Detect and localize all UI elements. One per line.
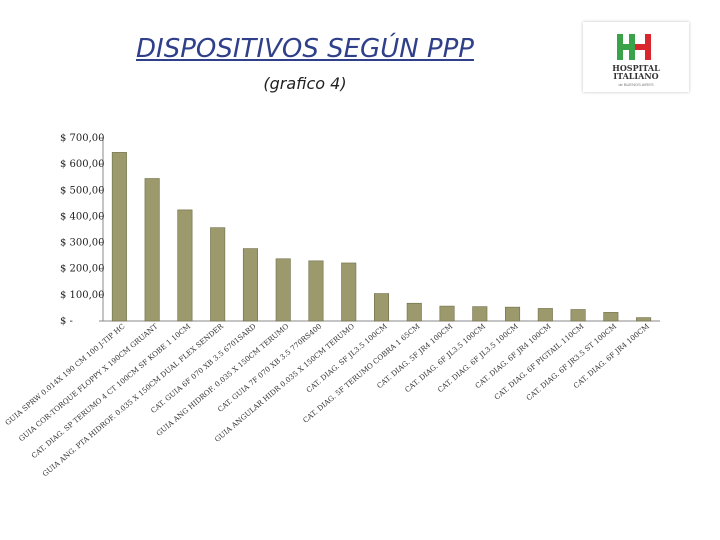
y-tick-label: $ 500,00 [60,185,105,196]
x-tick-label: CAT. DIAG. SP TERUMO 4 CT 100CM SF KOBE … [30,322,193,461]
bar [242,248,258,322]
y-tick-label: $ 700,00 [60,133,105,144]
bar [472,306,488,322]
logo-line-1: HOSPITAL [612,63,660,73]
bar [537,308,553,322]
y-tick-label: $ 300,00 [60,238,105,249]
chart-subtitle: (grafico 4) [263,74,347,93]
x-tick-label: CAT. DIAG. 5F TERUMO COBRA 1 65CM [301,322,422,425]
bar [636,317,652,322]
bar [275,258,291,322]
hospital-logo-mark [617,34,653,60]
logo-line-3: de BUENOS AIRES [618,82,654,87]
bar [439,305,455,322]
bar [177,209,193,322]
bar [144,178,160,322]
page-title: DISPOSITIVOS SEGÚN PPP [136,34,474,64]
bar [308,260,324,322]
y-tick-label: $ 400,00 [60,211,105,222]
y-tick-label: $ 600,00 [60,159,105,170]
bar [406,302,422,322]
bar [505,306,521,322]
logo-line-2: ITALIANO [613,71,659,81]
y-tick-label: $ 100,00 [60,290,105,301]
hospital-logo: HOSPITAL ITALIANO de BUENOS AIRES [583,22,689,92]
bar [210,227,226,322]
bar [603,312,619,322]
y-tick-label: $ 200,00 [60,264,105,275]
bar [570,309,586,322]
x-tick-label: GUIA COR-TORQUE FLOPPY X 190CM GRUANT [17,322,160,444]
bar [373,293,390,322]
y-tick-label: $ - [60,316,73,327]
bar-chart: $ - $ 100,00 $ 200,00 $ 300,00 $ 400,00 $ 500… [3,133,660,478]
x-tick-label: GUIA SPRW 0.014X 190 CM 100 J-TIP HC [3,321,127,427]
bar [111,152,127,322]
hospital-logo-text: HOSPITAL ITALIANO [583,64,689,80]
bar [341,262,357,322]
